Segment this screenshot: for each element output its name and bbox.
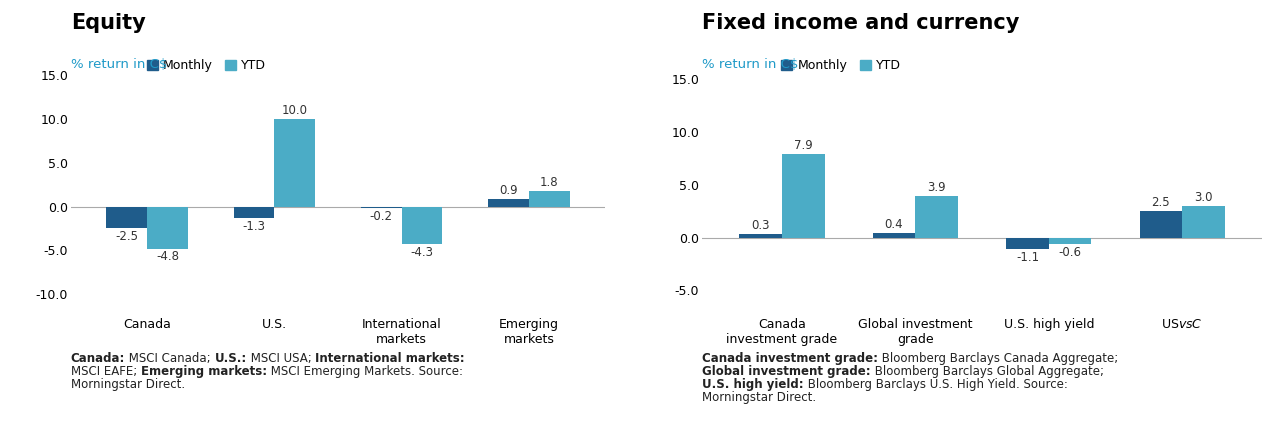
Bar [1140,211,1182,238]
Bar [233,206,274,218]
Text: U.S. high yield:: U.S. high yield: [702,377,804,391]
Bar [361,206,402,208]
Legend: Monthly, YTD: Monthly, YTD [147,59,267,72]
Bar [107,206,147,228]
Bar [739,235,782,238]
Text: -1.1: -1.1 [1016,251,1039,264]
Text: Bloomberg Barclays Canada Aggregate;: Bloomberg Barclays Canada Aggregate; [878,352,1118,364]
Text: Bloomberg Barclays Global Aggregate;: Bloomberg Barclays Global Aggregate; [871,364,1104,377]
Text: % return in C$: % return in C$ [702,58,799,71]
Text: 2.5: 2.5 [1151,196,1171,209]
Text: Bloomberg Barclays U.S. High Yield. Source:: Bloomberg Barclays U.S. High Yield. Sour… [804,377,1068,391]
Text: -0.2: -0.2 [370,210,393,223]
Text: Morningstar Direct.: Morningstar Direct. [702,391,817,404]
Text: 0.3: 0.3 [751,219,770,232]
Text: Fixed income and currency: Fixed income and currency [702,13,1019,33]
Bar [1048,238,1091,244]
Text: -2.5: -2.5 [116,230,138,243]
Text: MSCI Emerging Markets. Source:: MSCI Emerging Markets. Source: [267,364,462,377]
Text: Emerging markets:: Emerging markets: [140,364,267,377]
Bar [402,206,443,244]
Text: 1.8: 1.8 [540,176,559,189]
Text: Canada:: Canada: [71,352,125,364]
Bar [782,154,824,238]
Text: MSCI USA;: MSCI USA; [247,352,316,364]
Text: Canada investment grade:: Canada investment grade: [702,352,878,364]
Bar [1006,238,1048,249]
Bar [1182,206,1225,238]
Text: 3.0: 3.0 [1194,191,1213,204]
Text: 7.9: 7.9 [793,139,813,152]
Text: MSCI Canada;: MSCI Canada; [125,352,215,364]
Bar [274,119,316,206]
Bar [873,233,916,238]
Text: International markets:: International markets: [316,352,465,364]
Text: 0.4: 0.4 [885,218,903,231]
Text: -4.3: -4.3 [411,246,434,259]
Text: -0.6: -0.6 [1059,246,1082,259]
Bar [529,191,569,206]
Text: Global investment grade:: Global investment grade: [702,364,871,377]
Text: 0.9: 0.9 [500,184,518,197]
Text: MSCI EAFE;: MSCI EAFE; [71,364,140,377]
Text: 10.0: 10.0 [282,104,308,117]
Text: Equity: Equity [71,13,146,33]
Text: U.S.:: U.S.: [215,352,247,364]
Legend: Monthly, YTD: Monthly, YTD [781,59,900,72]
Text: 3.9: 3.9 [927,181,947,194]
Bar [147,206,188,248]
Text: % return in C$: % return in C$ [71,58,167,71]
Text: Morningstar Direct.: Morningstar Direct. [71,377,185,391]
Text: -4.8: -4.8 [156,250,179,263]
Text: -1.3: -1.3 [242,220,265,233]
Bar [488,198,529,206]
Bar [916,196,958,238]
